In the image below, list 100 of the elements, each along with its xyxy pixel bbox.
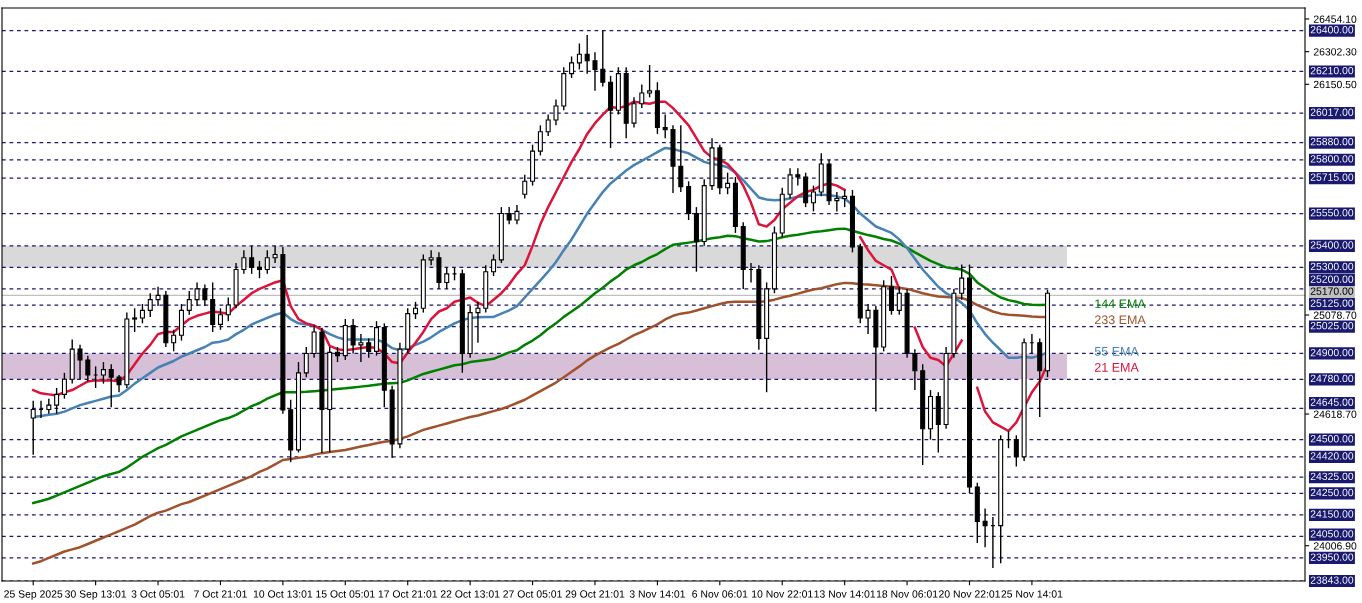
candlestick bbox=[139, 303, 145, 325]
x-tick-label: 22 Oct 13:01 bbox=[440, 590, 500, 598]
ref-line-label: 25300.00 bbox=[1310, 262, 1354, 271]
x-tick-label: 10 Nov 22:01 bbox=[752, 590, 813, 598]
ref-line-label: 25400.00 bbox=[1310, 241, 1354, 249]
ref-line-label: 24645.00 bbox=[1310, 398, 1354, 406]
candlestick bbox=[810, 184, 816, 213]
candlestick bbox=[592, 51, 598, 92]
ref-line-label: 25025.00 bbox=[1310, 321, 1354, 330]
x-tick-label: 29 Oct 21:01 bbox=[565, 590, 625, 598]
candlestick bbox=[85, 354, 91, 383]
candlestick bbox=[834, 191, 840, 213]
candlestick bbox=[522, 174, 528, 200]
text: 21 EMA bbox=[1094, 362, 1139, 372]
candlestick bbox=[888, 275, 894, 316]
candlestick bbox=[249, 245, 255, 275]
candlestick bbox=[241, 249, 247, 275]
x-tick-label: 20 Nov 22:01 bbox=[939, 590, 1000, 598]
x-tick-label: 3 Nov 14:01 bbox=[629, 590, 685, 598]
candlestick bbox=[537, 124, 543, 157]
ref-line-label: 25800.00 bbox=[1310, 155, 1354, 163]
legend-label: 25200.00 bbox=[1310, 275, 1354, 283]
ref-line-label: 25170.00 bbox=[1310, 287, 1354, 295]
candlestick bbox=[1013, 434, 1019, 468]
y-tick-label: 24618.70 bbox=[1313, 410, 1357, 418]
candlestick bbox=[678, 124, 684, 193]
candlestick bbox=[576, 42, 582, 71]
candlestick bbox=[30, 400, 36, 456]
candlestick bbox=[569, 55, 575, 79]
ref-line-label: 25880.00 bbox=[1310, 137, 1354, 146]
ref-line-label: 23843.00 bbox=[1310, 576, 1354, 584]
candlestick bbox=[358, 333, 364, 363]
candlestick bbox=[311, 324, 317, 359]
x-tick-label: 18 Nov 06:01 bbox=[876, 590, 938, 598]
candlestick bbox=[186, 290, 192, 316]
ref-line-label: 24050.00 bbox=[1310, 530, 1354, 538]
candlestick bbox=[912, 348, 918, 391]
candlestick bbox=[514, 204, 520, 226]
candlestick bbox=[171, 329, 177, 353]
candlestick bbox=[639, 83, 645, 109]
text: 233 EMA bbox=[1094, 315, 1146, 325]
candlestick bbox=[631, 96, 637, 129]
ref-line-label: 25550.00 bbox=[1310, 208, 1354, 217]
x-tick-label: 27 Oct 05:01 bbox=[503, 590, 562, 598]
candlestick bbox=[491, 253, 497, 277]
candlestick bbox=[428, 249, 434, 266]
ref-line-label: 25125.00 bbox=[1310, 299, 1354, 307]
candlestick bbox=[147, 292, 153, 318]
candlestick bbox=[303, 346, 309, 378]
candlestick bbox=[600, 29, 606, 88]
candlestick bbox=[54, 387, 60, 415]
x-tick-label: 25 Sep 2025 bbox=[4, 590, 63, 600]
x-tick-label: 3 Oct 05:01 bbox=[131, 590, 185, 598]
candlestick bbox=[865, 303, 871, 335]
candlestick bbox=[553, 98, 559, 127]
candlestick bbox=[264, 249, 270, 275]
candlestick bbox=[444, 266, 450, 290]
y-tick-label: 26302.30 bbox=[1313, 48, 1357, 56]
text: 144 EMA bbox=[1095, 299, 1146, 309]
candlestick bbox=[155, 286, 161, 307]
ref-line-label: 24780.00 bbox=[1310, 374, 1354, 383]
candlestick bbox=[272, 245, 278, 264]
ref-line-label: 24900.00 bbox=[1310, 348, 1354, 357]
candlestick bbox=[982, 507, 988, 548]
candlestick bbox=[366, 337, 372, 359]
y-tick-label: 26150.50 bbox=[1313, 80, 1357, 89]
candlestick bbox=[194, 281, 200, 307]
ref-line-label: 24325.00 bbox=[1310, 472, 1354, 481]
candlestick bbox=[61, 372, 67, 400]
ref-line-label: 23950.00 bbox=[1310, 553, 1354, 561]
x-tick-label: 30 Sep 13:01 bbox=[65, 590, 127, 600]
candlestick bbox=[132, 307, 138, 333]
ref-line-label: 24500.00 bbox=[1310, 435, 1354, 443]
ref-line-label: 24420.00 bbox=[1310, 452, 1354, 460]
x-tick-label: 13 Nov 14:01 bbox=[814, 590, 876, 598]
candlestick bbox=[795, 167, 801, 187]
candlestick bbox=[374, 320, 380, 357]
candlestick bbox=[896, 286, 902, 316]
candlestick bbox=[225, 296, 231, 322]
x-tick-label: 6 Nov 06:01 bbox=[692, 590, 748, 598]
ref-line-label: 26017.00 bbox=[1310, 108, 1354, 116]
candlestick bbox=[647, 64, 653, 99]
x-tick-label: 17 Oct 21:01 bbox=[378, 590, 438, 598]
candlestick bbox=[787, 167, 793, 200]
candlestick bbox=[475, 301, 481, 344]
candlestick bbox=[77, 344, 83, 381]
candlestick bbox=[202, 283, 208, 307]
x-tick-label: 7 Oct 21:01 bbox=[194, 590, 247, 598]
x-tick-label: 10 Oct 13:01 bbox=[253, 590, 313, 598]
candlestick bbox=[662, 113, 668, 139]
candlestick bbox=[584, 34, 590, 75]
candlestick bbox=[959, 263, 965, 301]
candlestick bbox=[108, 363, 114, 408]
candlestick bbox=[545, 113, 551, 137]
candlestick bbox=[725, 171, 731, 195]
ref-line-label: 24150.00 bbox=[1310, 510, 1354, 518]
y-tick-label: 26454.10 bbox=[1313, 15, 1357, 23]
x-tick-label: 25 Nov 14:01 bbox=[1001, 590, 1063, 598]
y-tick-label: 24006.90 bbox=[1313, 542, 1357, 550]
ref-line-label: 26210.00 bbox=[1310, 66, 1354, 75]
